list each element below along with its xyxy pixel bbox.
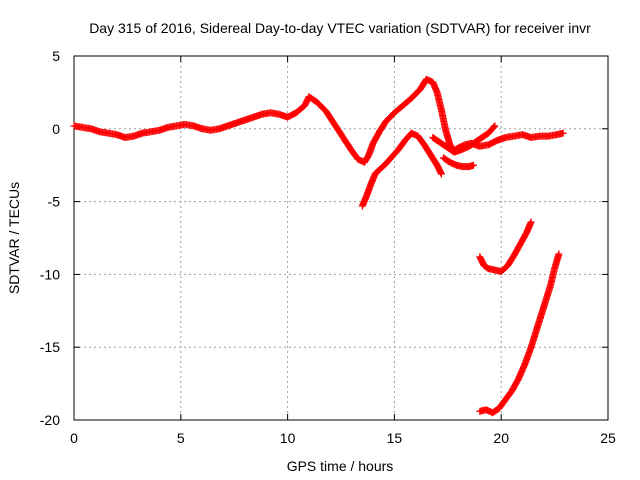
x-tick-label: 10 xyxy=(280,430,296,446)
x-tick-label: 15 xyxy=(387,430,403,446)
series-satellite-track-e xyxy=(440,154,477,171)
data-point-marker xyxy=(491,122,499,130)
data-series xyxy=(70,75,567,417)
series-satellite-track-g xyxy=(476,250,563,417)
x-tick-label: 25 xyxy=(600,430,616,446)
y-axis-label: SDTVAR / TECUs xyxy=(6,182,22,294)
y-tick-label: -5 xyxy=(48,194,61,210)
series-satellite-track-f xyxy=(476,218,535,275)
series-satellite-track-c xyxy=(358,129,445,210)
x-axis-label: GPS time / hours xyxy=(287,458,394,474)
data-point-marker xyxy=(490,123,498,131)
y-tick-label: -15 xyxy=(40,339,60,355)
x-tick-label: 20 xyxy=(493,430,509,446)
y-tick-label: 5 xyxy=(52,48,60,64)
data-point-marker xyxy=(527,218,535,226)
y-tick-label: 0 xyxy=(52,121,60,137)
y-tick-label: -10 xyxy=(40,266,60,282)
data-point-marker xyxy=(559,129,567,137)
series-satellite-track-d xyxy=(429,122,499,156)
x-tick-label: 5 xyxy=(177,430,185,446)
plot-frame xyxy=(73,55,609,421)
data-point-marker xyxy=(469,161,477,169)
y-tick-label: -20 xyxy=(40,412,60,428)
data-point-marker xyxy=(437,170,445,178)
data-point-marker xyxy=(555,250,563,258)
x-tick-label: 0 xyxy=(70,430,78,446)
axis-ticks: 0 5 10 15 20 25 -20 -15 -10 -5 0 5 xyxy=(40,48,616,446)
chart-title: Day 315 of 2016, Sidereal Day-to-day VTE… xyxy=(89,20,591,36)
series-satellite-track-a xyxy=(70,75,458,166)
